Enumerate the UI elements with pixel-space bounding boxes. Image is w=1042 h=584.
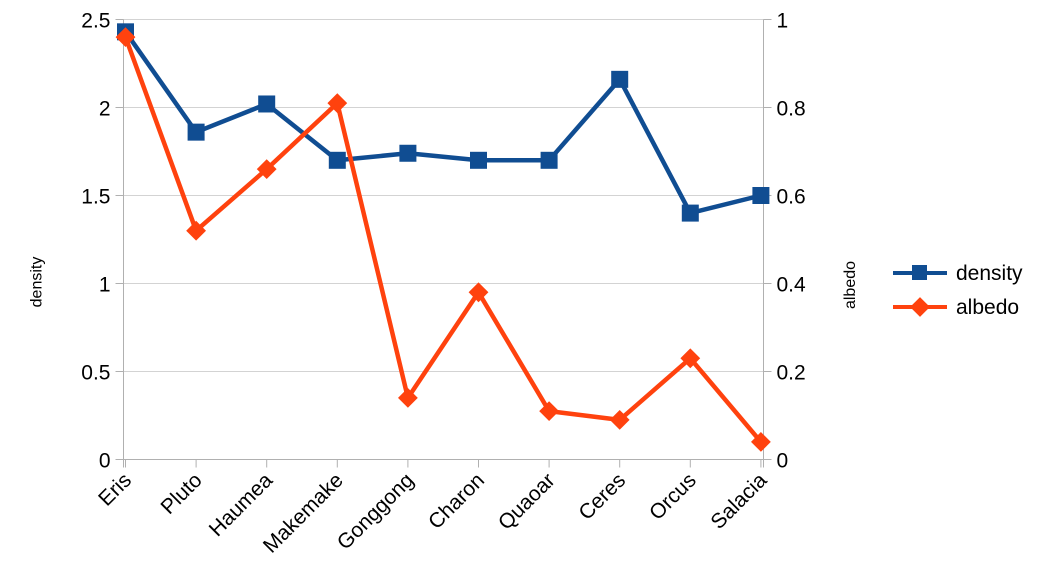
density-data-point-square — [258, 95, 276, 113]
x-axis-category-label: Eris — [94, 469, 136, 511]
x-axis-category-label: Quaoar — [494, 469, 560, 535]
x-axis-category-label: Gonggong — [333, 469, 419, 555]
density-square-marker-icon — [912, 265, 927, 280]
x-axis-category-label: Haumea — [205, 469, 278, 542]
density-legend-swatch — [893, 264, 947, 282]
density-data-point-square — [752, 187, 770, 204]
albedo-data-point-diamond — [398, 388, 418, 408]
y-axis-right-tick-label: 0.2 — [777, 362, 806, 385]
albedo-data-point-diamond — [256, 159, 277, 179]
albedo-data-point-diamond — [186, 220, 206, 241]
y-axis-left-tick-label: 2.5 — [81, 10, 110, 33]
albedo-diamond-marker-icon — [910, 297, 930, 317]
y-axis-left-tick-label: 1 — [99, 274, 111, 297]
density-data-point-square — [681, 204, 699, 222]
albedo-data-point-diamond — [751, 432, 771, 452]
density-data-point-square — [611, 70, 629, 88]
legend: density albedo — [893, 256, 1023, 324]
albedo-data-point-diamond — [327, 93, 348, 113]
x-axis-category-label: Pluto — [157, 469, 207, 519]
y-axis-right-tick-label: 0.6 — [777, 186, 806, 209]
albedo-legend-swatch — [893, 297, 947, 317]
density-series-line — [123, 30, 762, 216]
density-data-point-square — [187, 123, 205, 141]
y-axis-right-tick-label: 0 — [777, 450, 789, 473]
y-axis-right-tick-label: 1 — [777, 10, 789, 33]
albedo-data-point-diamond — [468, 282, 489, 303]
albedo-data-point-diamond — [539, 401, 559, 421]
density-data-point-square — [540, 151, 558, 169]
density-data-point-square — [399, 144, 417, 162]
y-axis-left-tick-label: 0 — [99, 450, 111, 473]
albedo-data-point-diamond — [680, 348, 701, 369]
y-axis-left-tick-label: 2 — [99, 98, 111, 121]
y-axis-left-tick-label: 1.5 — [81, 186, 110, 209]
y-axis-right-tick-label: 0.8 — [777, 98, 806, 121]
legend-item-density: density — [893, 256, 1023, 290]
albedo-data-point-diamond — [609, 410, 630, 430]
x-axis-category-label: Orcus — [645, 469, 701, 525]
x-axis-category-label: Ceres — [574, 469, 630, 525]
legend-label-albedo: albedo — [956, 295, 1020, 319]
x-axis-category-label: Salacia — [706, 469, 771, 534]
y-axis-left-tick-label: 0.5 — [81, 362, 110, 385]
x-axis-category-label: Charon — [424, 469, 489, 534]
legend-item-albedo: albedo — [893, 290, 1023, 324]
density-data-point-square — [470, 151, 487, 169]
legend-label-density: density — [956, 261, 1023, 285]
y-axis-right-tick-label: 0.4 — [777, 274, 807, 297]
density-data-point-square — [328, 151, 346, 169]
albedo-series-line — [123, 36, 763, 444]
